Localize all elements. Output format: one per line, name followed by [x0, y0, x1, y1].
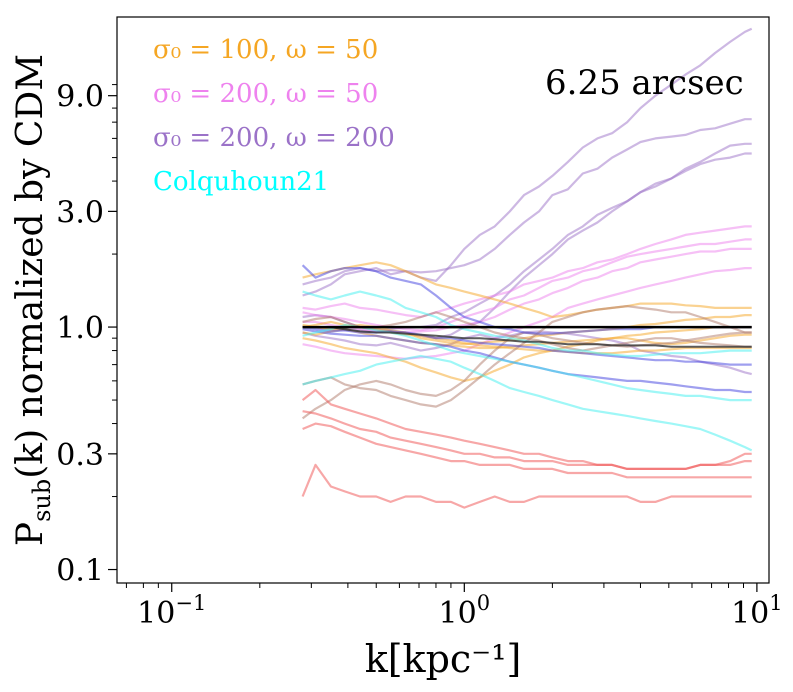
y-axis-title-sub: sub: [28, 479, 56, 522]
series-layer: [301, 27, 753, 509]
legend-entry-3: Colquhoun21: [153, 167, 329, 197]
series-line-red-26: [301, 463, 752, 509]
series-line-violet-6: [302, 238, 752, 332]
y-tick-label: 0.3: [56, 438, 104, 473]
series-line-orange-9: [302, 261, 752, 319]
y-axis-title-rest: (k) normalized by CDM: [10, 54, 51, 479]
x-tick-label: 101: [731, 591, 783, 631]
series-line-violet-5: [302, 225, 752, 319]
y-tick-label: 1.0: [56, 311, 104, 346]
y-tick-label: 9.0: [56, 80, 104, 115]
svg-text:Psub(k) normalized by CDM: Psub(k) normalized by CDM: [10, 54, 56, 546]
legend: σ₀ = 100, ω = 50 σ₀ = 200, ω = 50 σ₀ = 200…: [153, 35, 395, 197]
series-line-red-23: [301, 388, 752, 470]
x-axis-title: k[kpc⁻¹]: [365, 637, 522, 681]
legend-entry-1: σ₀ = 200, ω = 50: [153, 79, 378, 109]
plot-frame: [116, 16, 770, 584]
x-tick-label: 10−1: [137, 591, 206, 631]
annotation-label: 6.25 arcsec: [545, 63, 744, 103]
legend-entry-0: σ₀ = 100, ω = 50: [153, 35, 378, 65]
legend-entry-2: σ₀ = 200, ω = 200: [153, 123, 395, 153]
series-line-purple-1: [302, 118, 752, 286]
reference-layer: [302, 325, 752, 348]
ticks-layer: 10−1 100 101 0.1 0.3 1.0 3.0 9.0: [56, 80, 782, 631]
series-line-orange-11: [302, 333, 752, 382]
y-tick-label: 3.0: [56, 195, 104, 230]
y-axis-title: Psub(k) normalized by CDM: [10, 54, 56, 546]
series-line-cyan-22: [302, 354, 753, 452]
x-tick-label: 100: [439, 591, 491, 631]
series-line-red-25: [302, 422, 752, 479]
y-axis-title-main: P: [10, 522, 51, 546]
series-line-violet-8: [302, 267, 752, 360]
series-line-red-24: [302, 410, 752, 470]
series-line-brown-14: [302, 305, 752, 408]
mean-line: [302, 326, 752, 348]
series-line-cyan-21: [302, 323, 752, 402]
y-tick-label: 0.1: [56, 554, 104, 589]
series-line-purple-0: [302, 27, 753, 297]
